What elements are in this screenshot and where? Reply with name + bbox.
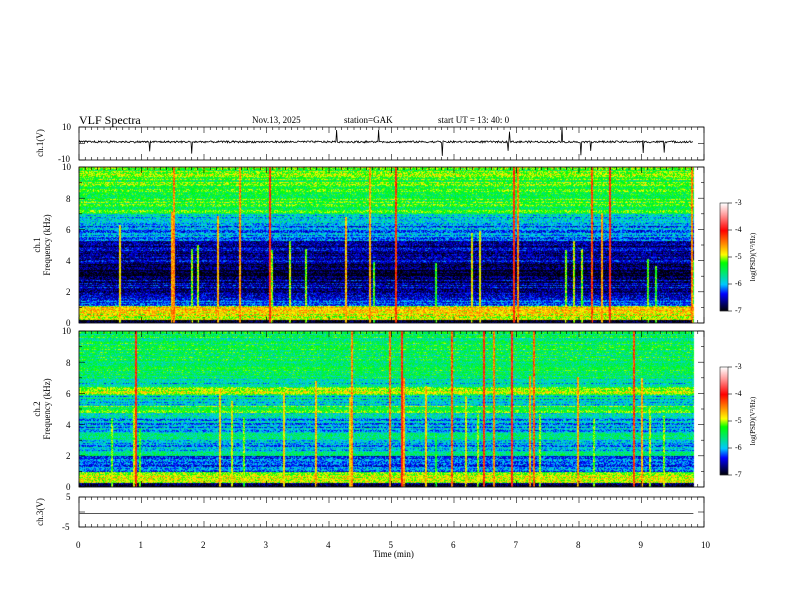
start-ut-label: start UT = 13: 40: 0 <box>438 115 510 125</box>
x-tick-label: 0 <box>76 540 81 550</box>
cb1-tick: -7 <box>735 306 742 315</box>
spec1-ytick: 4 <box>66 256 71 266</box>
cb1-label: log(PSD)(V²/Hz) <box>749 232 757 282</box>
spec2-ytick: 10 <box>62 326 71 336</box>
x-axis-label: Time (min) <box>373 549 414 559</box>
colorbar-frame <box>719 366 729 476</box>
ch1-ylabel: ch.1(V) <box>35 129 45 157</box>
x-tick-label: 7 <box>513 540 519 550</box>
x-tick-label: 8 <box>576 540 581 550</box>
station-label: station=GAK <box>344 115 393 125</box>
x-tick-label: 2 <box>201 540 206 550</box>
ch2-spec-ylabel-2: Frequency (kHz) <box>42 378 52 440</box>
cb1-tick: -3 <box>735 198 742 207</box>
spec1-ytick: 2 <box>66 287 71 297</box>
ch3-ylabel: ch.3(V) <box>35 498 45 526</box>
x-tick-label: 5 <box>388 540 394 550</box>
spec1-ytick: 10 <box>62 162 71 172</box>
spec1-ytick: 6 <box>66 225 71 235</box>
ch3-ytick: -5 <box>62 522 70 532</box>
figure-title: VLF Spectra <box>79 113 141 127</box>
spec2-ytick: 2 <box>66 451 71 461</box>
cb2-tick: -6 <box>735 443 742 452</box>
colorbar-frame <box>719 202 729 312</box>
cb2-tick: -5 <box>735 416 742 425</box>
spec2-ytick: 6 <box>66 389 71 399</box>
cb2-label: log(PSD)(V²/Hz) <box>749 396 757 446</box>
ch1-spectrogram-frame <box>78 166 705 324</box>
ch3-ytick: 5 <box>66 492 71 502</box>
x-tick-label: 3 <box>263 540 269 550</box>
spec1-ytick: 8 <box>66 194 71 204</box>
cb1-tick: -6 <box>735 279 742 288</box>
spec2-ytick: 0 <box>66 482 71 492</box>
ch2-spec-ylabel-1: ch.2 <box>32 401 42 417</box>
ch2-spectrogram-frame <box>78 330 705 488</box>
ch1-waveform-line <box>78 127 694 156</box>
x-tick-label: 9 <box>638 540 644 550</box>
date-label: Nov.13, 2025 <box>252 115 301 125</box>
spec2-ytick: 4 <box>66 420 71 430</box>
ch1-spec-ylabel-1: ch.1 <box>32 237 42 253</box>
cb2-tick: -3 <box>735 362 742 371</box>
ch1-spec-ylabel-2: Frequency (kHz) <box>42 214 52 276</box>
x-tick-label: 10 <box>701 540 710 550</box>
spec1-ytick: 0 <box>66 318 71 328</box>
x-tick-label: 1 <box>138 540 144 550</box>
cb2-tick: -4 <box>735 389 742 398</box>
x-tick-label: 4 <box>326 540 331 550</box>
cb1-tick: -5 <box>735 252 742 261</box>
cb2-tick: -7 <box>735 470 742 479</box>
ch1-ytick: 10 <box>62 122 71 132</box>
cb1-tick: -4 <box>735 225 742 234</box>
x-tick-label: 6 <box>451 540 456 550</box>
ch1-ytick: -10 <box>58 154 70 164</box>
spec2-ytick: 8 <box>66 358 71 368</box>
